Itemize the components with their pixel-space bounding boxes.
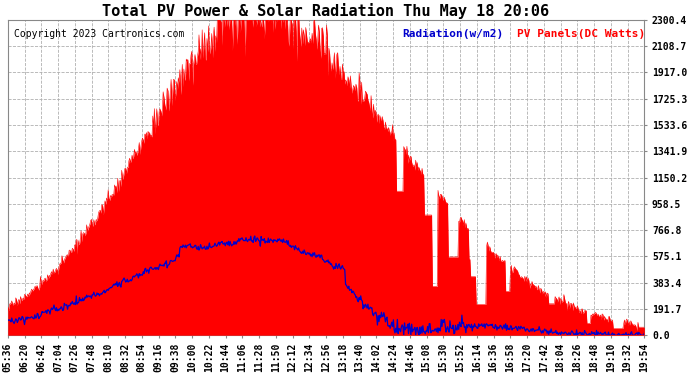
Text: Radiation(w/m2): Radiation(w/m2) [402, 29, 504, 39]
Text: PV Panels(DC Watts): PV Panels(DC Watts) [517, 29, 645, 39]
Title: Total PV Power & Solar Radiation Thu May 18 20:06: Total PV Power & Solar Radiation Thu May… [103, 3, 550, 19]
Text: Copyright 2023 Cartronics.com: Copyright 2023 Cartronics.com [14, 29, 184, 39]
